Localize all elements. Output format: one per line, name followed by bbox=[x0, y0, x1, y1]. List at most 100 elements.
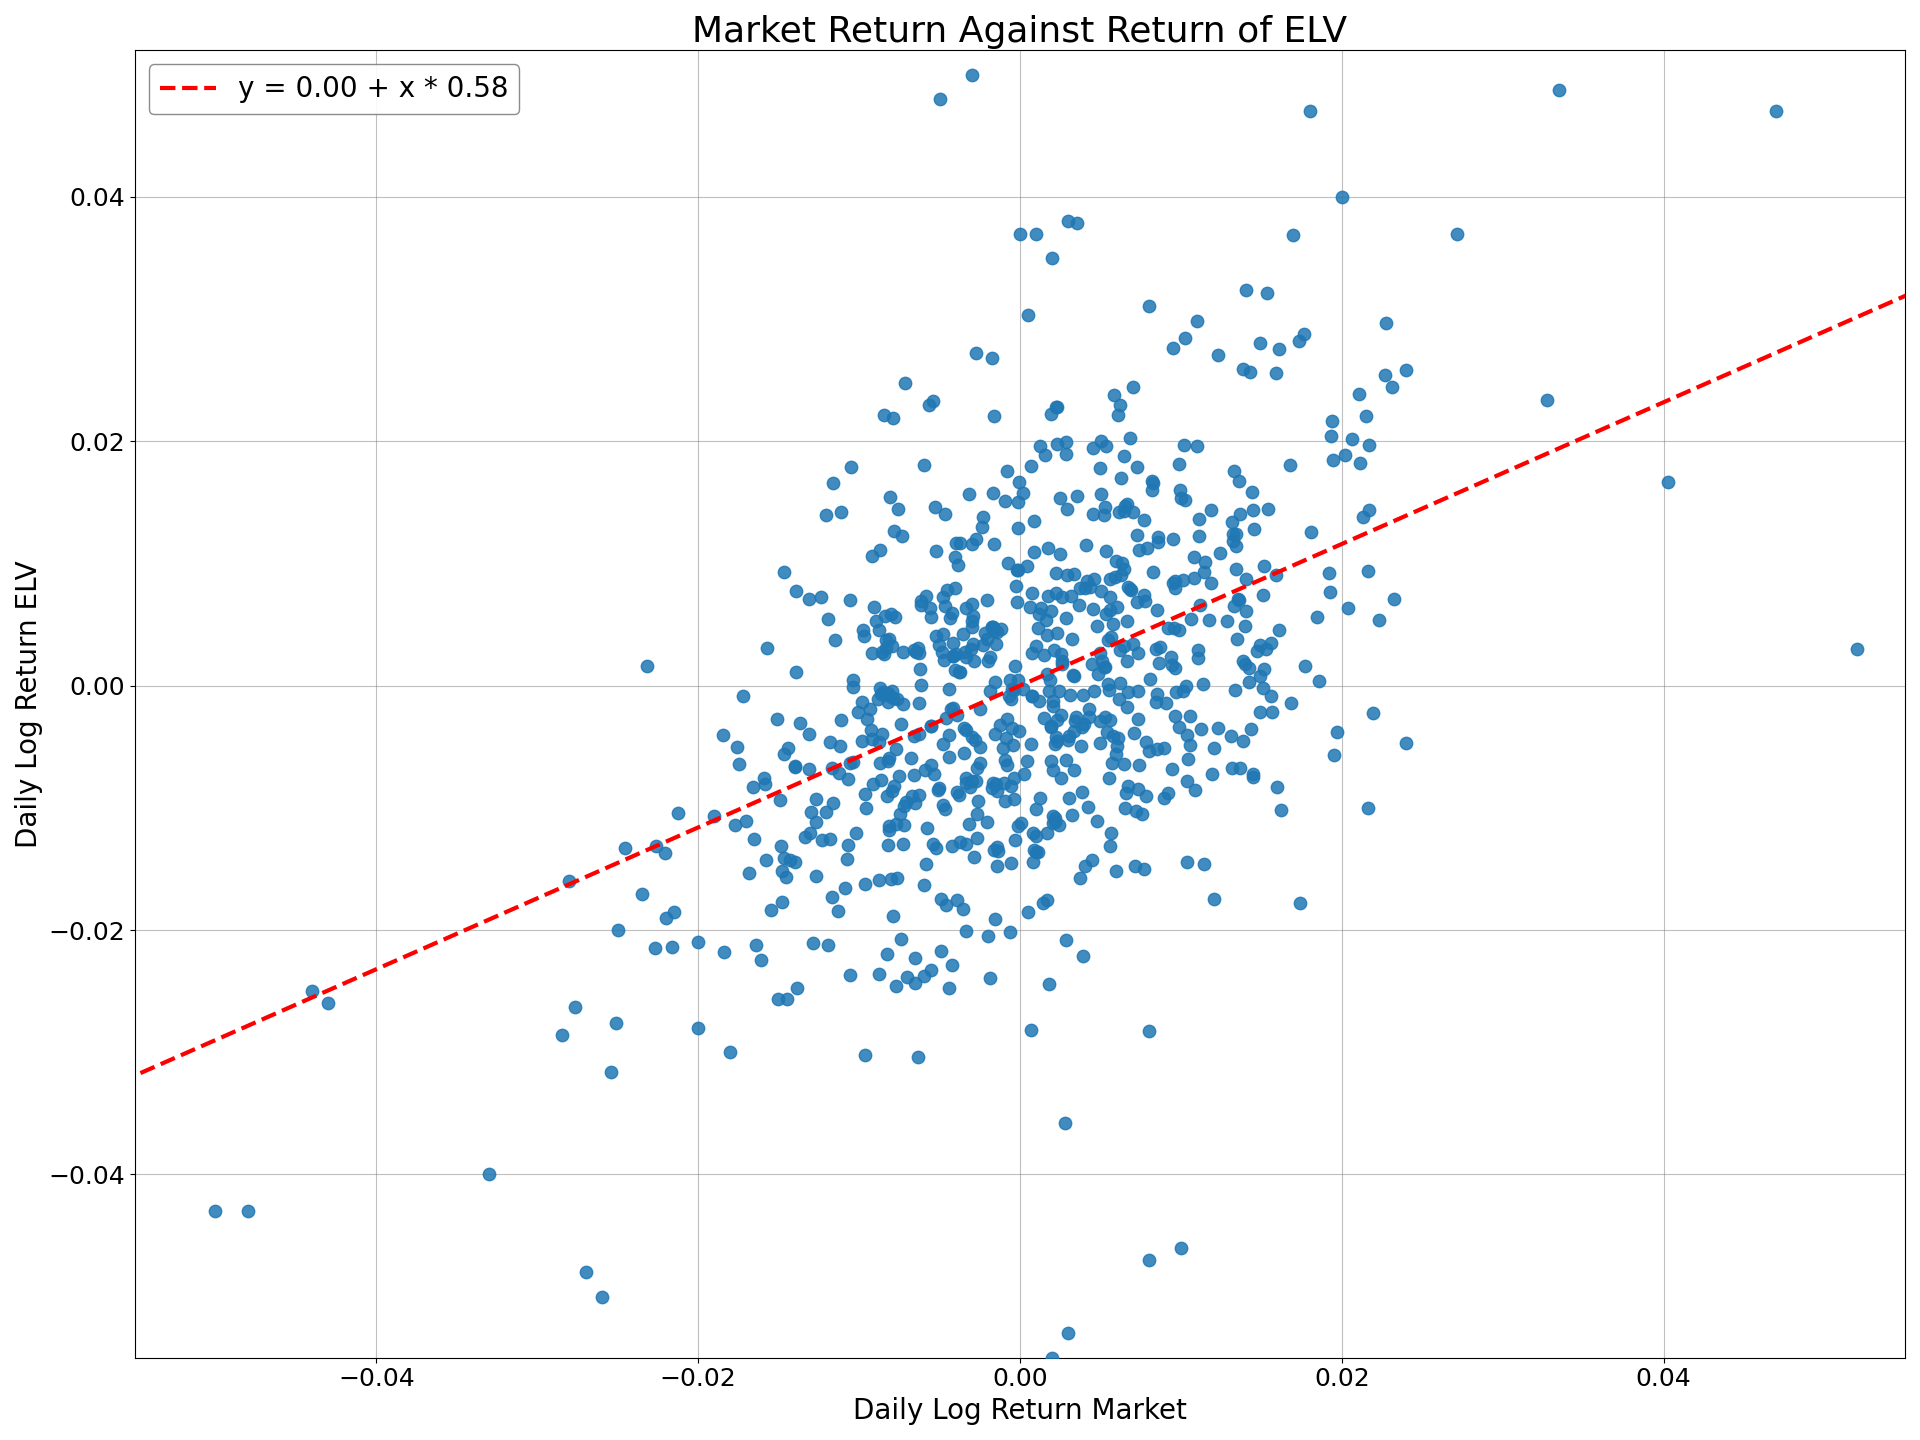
Point bbox=[958, 845, 989, 868]
Point bbox=[1108, 444, 1139, 467]
Point bbox=[1094, 835, 1125, 858]
Point bbox=[929, 648, 960, 671]
Point bbox=[1046, 703, 1077, 726]
Point bbox=[937, 645, 968, 668]
Point bbox=[924, 634, 954, 657]
Point bbox=[1044, 487, 1075, 510]
Point bbox=[904, 641, 935, 664]
Point bbox=[1133, 1248, 1164, 1272]
Point bbox=[841, 821, 872, 844]
Point bbox=[964, 697, 995, 720]
Point bbox=[1171, 769, 1202, 792]
Point bbox=[862, 688, 893, 711]
Point bbox=[941, 658, 972, 681]
Point bbox=[1035, 668, 1066, 691]
Point bbox=[979, 533, 1010, 556]
Point bbox=[1089, 503, 1119, 526]
Point bbox=[741, 935, 772, 958]
Point bbox=[1100, 743, 1131, 766]
Point bbox=[1041, 726, 1071, 749]
Point bbox=[972, 811, 1002, 834]
Point bbox=[1112, 492, 1142, 516]
Point bbox=[1275, 691, 1306, 714]
Point bbox=[1336, 428, 1367, 451]
Point bbox=[806, 829, 837, 852]
Point bbox=[993, 552, 1023, 575]
Point bbox=[1841, 638, 1872, 661]
Point bbox=[1217, 757, 1248, 780]
Point bbox=[1052, 1322, 1083, 1345]
Point bbox=[887, 641, 918, 664]
Point bbox=[941, 642, 972, 665]
Point bbox=[1116, 426, 1146, 449]
Point bbox=[891, 791, 922, 814]
Point bbox=[751, 848, 781, 871]
Point bbox=[904, 721, 935, 744]
Point bbox=[1075, 576, 1106, 599]
Point bbox=[856, 719, 887, 742]
Point bbox=[1137, 560, 1167, 583]
Point bbox=[1039, 694, 1069, 717]
Point bbox=[1348, 505, 1379, 528]
Point bbox=[876, 635, 906, 658]
Point bbox=[1031, 888, 1062, 912]
Point bbox=[996, 775, 1027, 798]
Point bbox=[766, 860, 797, 883]
Point bbox=[1081, 809, 1112, 832]
Point bbox=[1244, 634, 1275, 657]
Point bbox=[910, 759, 941, 782]
Point bbox=[874, 747, 904, 770]
Point bbox=[883, 765, 914, 788]
Point bbox=[1002, 559, 1033, 582]
Point bbox=[962, 756, 993, 779]
Point bbox=[977, 347, 1008, 370]
Point bbox=[737, 775, 768, 798]
Point bbox=[1044, 541, 1075, 564]
Point bbox=[1165, 487, 1196, 510]
Point bbox=[1081, 615, 1112, 638]
Point bbox=[858, 772, 889, 795]
Point bbox=[1016, 732, 1046, 755]
Point bbox=[774, 848, 804, 871]
Point bbox=[948, 742, 979, 765]
Point bbox=[1106, 563, 1137, 586]
Point bbox=[1183, 435, 1213, 458]
Point bbox=[939, 576, 970, 599]
Point bbox=[833, 832, 864, 855]
Point bbox=[1217, 510, 1248, 533]
Point bbox=[1114, 576, 1144, 599]
Point bbox=[1140, 691, 1171, 714]
Point bbox=[1248, 677, 1279, 700]
Point bbox=[1069, 713, 1100, 736]
Point bbox=[866, 641, 897, 664]
Point bbox=[956, 726, 987, 749]
Point bbox=[1037, 759, 1068, 782]
Point bbox=[954, 482, 985, 505]
Point bbox=[1079, 680, 1110, 703]
Point bbox=[595, 1060, 626, 1083]
Point bbox=[1008, 763, 1039, 786]
Point bbox=[991, 749, 1021, 772]
Point bbox=[948, 716, 979, 739]
Point bbox=[1144, 651, 1175, 674]
Point bbox=[1160, 681, 1190, 704]
Point bbox=[995, 920, 1025, 943]
Point bbox=[1164, 618, 1194, 641]
Point bbox=[1244, 331, 1275, 354]
Point bbox=[1050, 749, 1081, 772]
Point bbox=[908, 873, 939, 896]
Point bbox=[1116, 579, 1146, 602]
Point bbox=[1069, 576, 1100, 599]
Point bbox=[987, 736, 1018, 759]
Point bbox=[1313, 562, 1344, 585]
Point bbox=[762, 707, 793, 730]
Point bbox=[945, 831, 975, 854]
Point bbox=[977, 615, 1008, 638]
Point bbox=[1039, 811, 1069, 834]
Point bbox=[856, 727, 887, 750]
Point bbox=[1012, 749, 1043, 772]
Point bbox=[1073, 697, 1104, 720]
Point bbox=[780, 850, 810, 873]
Point bbox=[1058, 665, 1089, 688]
Point bbox=[866, 768, 897, 791]
